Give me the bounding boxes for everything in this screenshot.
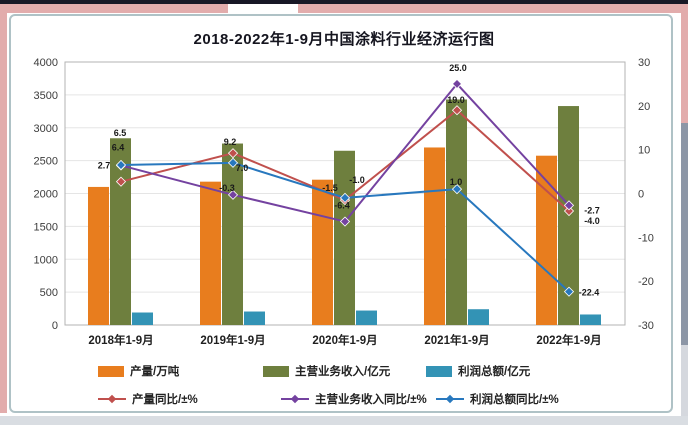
bar	[356, 310, 377, 325]
left-axis-tick: 500	[40, 287, 58, 299]
slide-ribbon-left	[0, 4, 228, 13]
left-axis-tick: 3500	[34, 90, 58, 102]
legend-label: 主营业务收入/亿元	[295, 366, 391, 378]
bar	[536, 155, 557, 325]
legend-item-output-yoy-line: 产量同比/±%	[98, 391, 198, 407]
data-label: 19.0	[447, 95, 465, 105]
bar	[132, 312, 153, 325]
bar	[424, 147, 445, 325]
legend-label: 主营业务收入同比/±%	[315, 394, 427, 406]
point-marker	[339, 192, 351, 203]
right-axis-tick: 30	[638, 57, 650, 69]
point-marker	[115, 159, 127, 171]
left-axis-tick: 2500	[34, 156, 58, 168]
revenue-yoy-line-marker	[281, 398, 309, 400]
category-label: 2022年1-9月	[536, 333, 601, 347]
bar	[110, 138, 131, 325]
point-marker	[563, 205, 575, 217]
point-marker	[227, 157, 239, 168]
right-axis-tick: 10	[638, 145, 650, 157]
bar	[580, 314, 601, 325]
bar	[200, 181, 221, 325]
bar	[244, 311, 265, 325]
bar	[88, 186, 109, 325]
data-label: -6.4	[334, 201, 350, 211]
profit-bar-swatch	[426, 365, 452, 377]
legend-label: 利润总额同比/±%	[470, 394, 559, 406]
chart-title: 2018-2022年1-9月中国涂料行业经济运行图	[193, 31, 495, 48]
left-axis-tick: 2000	[34, 189, 58, 201]
right-axis-tick: 0	[638, 189, 644, 201]
data-label: 1.0	[450, 177, 463, 187]
legend-item-profit-bar: 利润总额/亿元	[426, 363, 530, 379]
point-marker	[451, 184, 463, 195]
data-label: 2.7	[98, 161, 111, 171]
point-marker	[563, 286, 575, 297]
slide-left-strip	[0, 13, 7, 413]
bar	[468, 309, 489, 325]
legend-item-output-bar: 产量/万吨	[98, 363, 179, 379]
right-axis-tick: -10	[638, 232, 654, 244]
left-axis-tick: 3000	[34, 123, 58, 135]
data-label: -22.4	[579, 288, 600, 298]
bar	[312, 179, 333, 325]
right-axis-tick: -30	[638, 320, 654, 332]
point-marker	[563, 200, 575, 211]
data-label: -0.3	[219, 183, 235, 193]
slide-ribbon-right	[298, 4, 688, 13]
point-marker	[115, 176, 127, 187]
slide-top-bar	[0, 0, 688, 4]
category-label: 2018年1-9月	[88, 333, 153, 347]
legend-item-profit-yoy-line: 利润总额同比/±%	[436, 391, 559, 407]
slide-right-strip-light	[681, 345, 688, 425]
profit-yoy-line-marker	[436, 398, 464, 400]
data-label: 7.0	[236, 163, 249, 173]
legend-label: 产量同比/±%	[132, 394, 198, 406]
data-label: -1.5	[322, 183, 338, 193]
left-axis-tick: 0	[52, 320, 58, 332]
bar	[446, 99, 467, 325]
right-axis-tick: 20	[638, 101, 650, 113]
revenue-bar-swatch	[263, 365, 289, 377]
data-label: 6.5	[114, 128, 127, 138]
legend-label: 利润总额/亿元	[458, 366, 531, 378]
data-label: 6.4	[112, 142, 125, 152]
data-label: 9.2	[224, 137, 237, 147]
left-axis-tick: 1000	[34, 254, 58, 266]
data-label: 25.0	[449, 63, 467, 73]
category-label: 2021年1-9月	[424, 333, 489, 347]
slide-right-strip-pink	[681, 13, 688, 123]
data-label: -4.0	[584, 216, 600, 226]
point-marker	[339, 216, 351, 227]
slide-right-strip-gray	[681, 123, 688, 345]
bar	[334, 150, 355, 325]
category-label: 2019年1-9月	[200, 333, 265, 347]
point-marker	[227, 148, 239, 159]
left-axis-tick: 4000	[34, 57, 58, 69]
legend-item-revenue-bar: 主营业务收入/亿元	[263, 363, 390, 379]
slide-bottom-strip	[0, 416, 688, 425]
point-marker	[227, 189, 239, 200]
category-label: 2020年1-9月	[312, 333, 377, 347]
point-marker	[451, 78, 463, 90]
output-bar-swatch	[98, 365, 124, 377]
legend-label: 产量/万吨	[130, 366, 180, 378]
data-label: -2.7	[584, 205, 600, 215]
bar	[222, 143, 243, 325]
point-marker	[451, 105, 463, 116]
output-yoy-line-marker	[98, 398, 126, 400]
data-label: -1.0	[349, 175, 365, 185]
legend-item-revenue-yoy-line: 主营业务收入同比/±%	[281, 391, 427, 407]
left-axis-tick: 1500	[34, 221, 58, 233]
right-axis-tick: -20	[638, 276, 654, 288]
